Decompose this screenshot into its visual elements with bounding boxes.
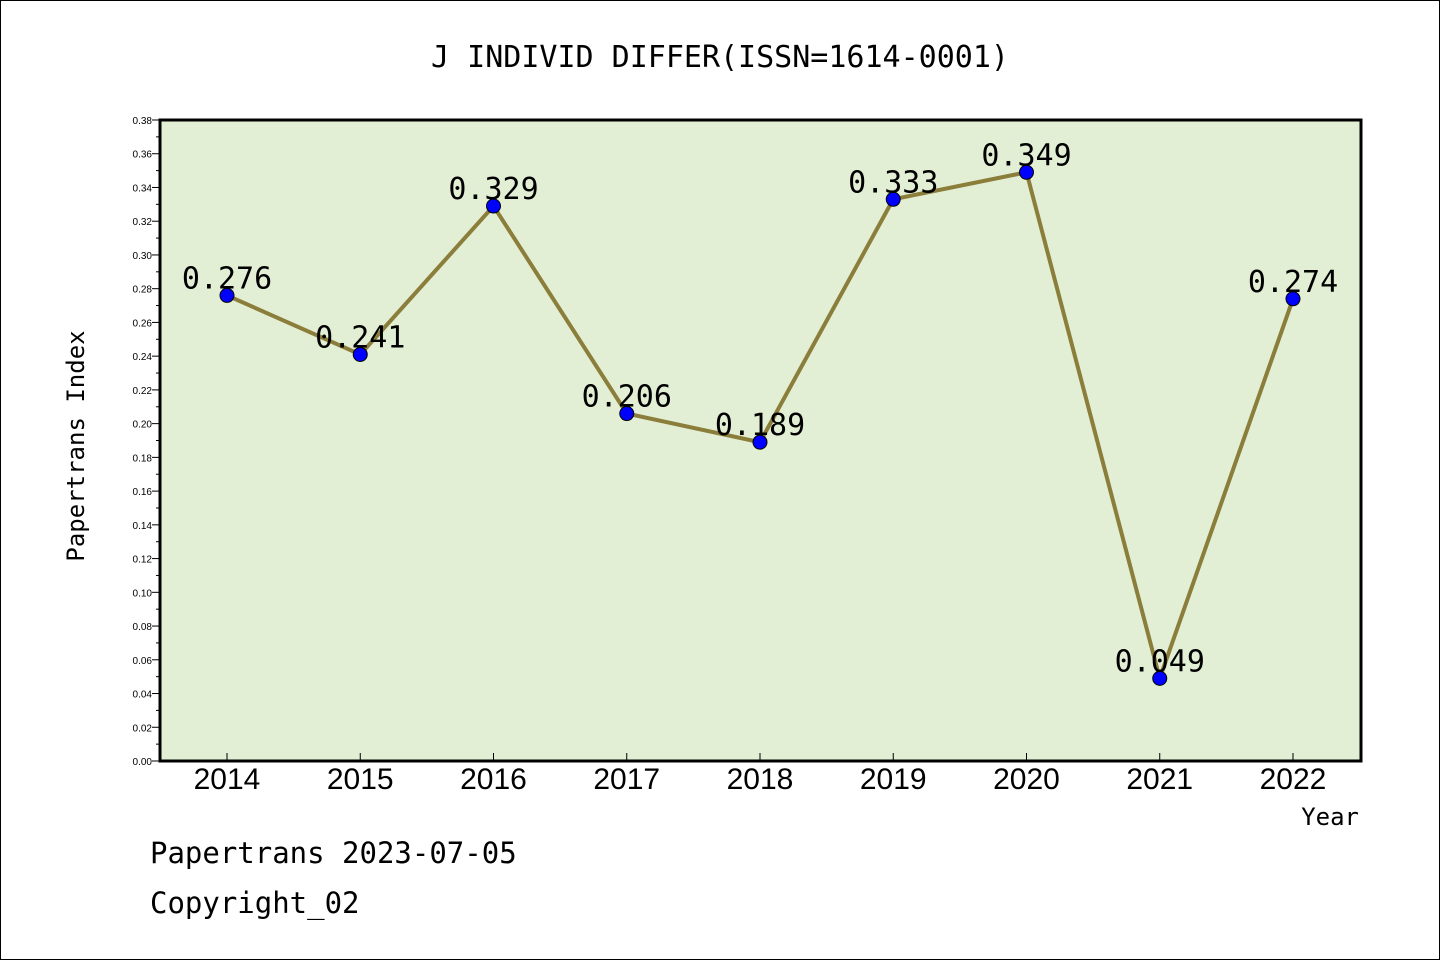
data-label: 0.349 [981, 138, 1071, 173]
y-tick-label: 0.14 [133, 521, 153, 532]
footer-copyright: Copyright_02 [150, 886, 360, 921]
y-tick-label: 0.34 [133, 183, 153, 194]
y-tick-label: 0.10 [133, 588, 153, 599]
x-tick-label: 2015 [327, 763, 394, 796]
data-label: 0.049 [1115, 644, 1205, 679]
x-tick-label: 2018 [727, 763, 794, 796]
x-axis-label: Year [1301, 803, 1359, 831]
data-label: 0.274 [1248, 265, 1338, 300]
x-tick-label: 2020 [993, 763, 1060, 796]
y-tick-label: 0.20 [133, 420, 153, 431]
data-label: 0.241 [315, 320, 405, 355]
y-tick-label: 0.28 [133, 285, 153, 296]
data-label: 0.276 [182, 261, 272, 296]
y-tick-label: 0.00 [133, 757, 153, 768]
y-tick-label: 0.16 [133, 487, 153, 498]
y-tick-label: 0.32 [133, 217, 153, 228]
y-tick-label: 0.06 [133, 656, 153, 667]
y-axis: 0.00 0.02 0.04 0.06 0.08 0.10 0.12 0.14 0.16 0.18… [133, 116, 160, 768]
y-tick-label: 0.36 [133, 150, 153, 161]
x-tick-label: 2016 [460, 763, 527, 796]
y-tick-label: 0.24 [133, 352, 153, 363]
data-label: 0.206 [582, 380, 672, 415]
y-tick-label: 0.18 [133, 453, 153, 464]
footer-date: Papertrans 2023-07-05 [150, 836, 517, 870]
y-tick-label: 0.04 [133, 690, 153, 701]
x-tick-label: 2014 [194, 763, 261, 796]
y-tick-label: 0.12 [133, 555, 153, 566]
y-tick-label: 0.30 [133, 251, 153, 262]
data-label: 0.329 [448, 172, 538, 207]
chart-canvas: J INDIVID DIFFER(ISSN=1614-0001) 0.000.0… [0, 0, 1440, 960]
y-tick-label: 0.38 [133, 116, 153, 127]
data-label: 0.189 [715, 408, 805, 443]
x-tick-label: 2022 [1260, 763, 1327, 796]
y-tick-label: 0.22 [133, 386, 153, 397]
x-tick-label: 2021 [1126, 763, 1193, 796]
chart-title: J INDIVID DIFFER(ISSN=1614-0001) [431, 40, 1009, 75]
x-tick-label: 2017 [593, 763, 660, 796]
y-tick-label: 0.02 [133, 723, 153, 734]
y-tick-label: 0.26 [133, 318, 153, 329]
y-tick-label: 0.08 [133, 622, 153, 633]
x-tick-label: 2019 [860, 763, 927, 796]
y-axis-label: Papertrans Index [62, 330, 90, 561]
data-label: 0.333 [848, 165, 938, 200]
